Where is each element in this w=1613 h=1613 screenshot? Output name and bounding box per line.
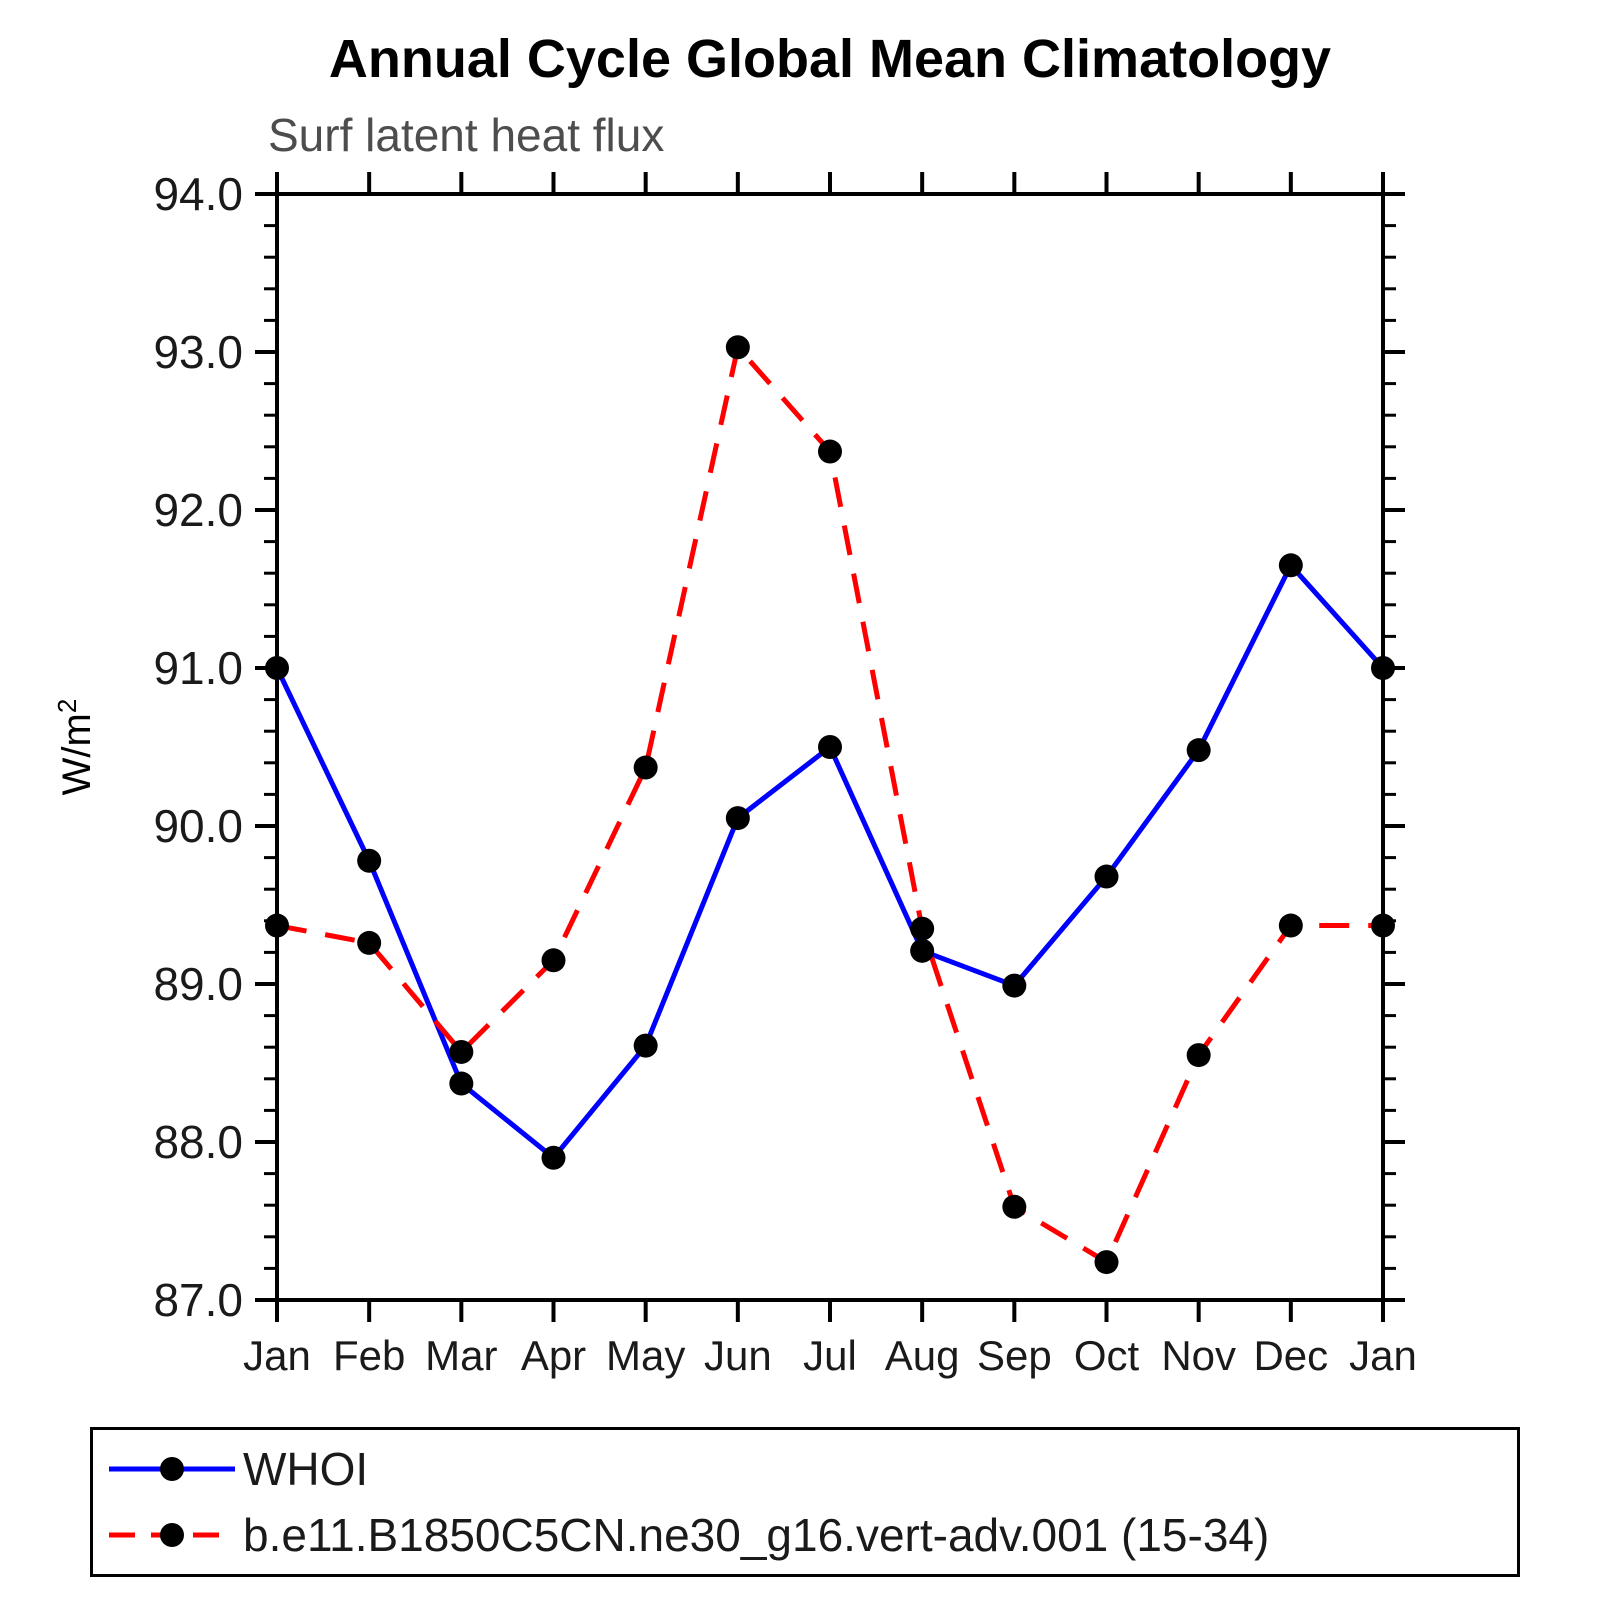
- x-tick-label: Oct: [1074, 1332, 1140, 1379]
- legend-swatch-solid-line: [109, 1457, 235, 1481]
- marker-model-apr-3: [541, 948, 566, 973]
- marker-whoi-jun-5: [725, 806, 750, 831]
- x-tick-label: Feb: [333, 1332, 405, 1379]
- marker-model-jul-6: [818, 439, 842, 464]
- x-tick-label: Jun: [704, 1332, 772, 1379]
- chart-title: Annual Cycle Global Mean Climatology: [328, 29, 1332, 89]
- marker-whoi-apr-3: [541, 1145, 566, 1170]
- y-tick-label: 87.0: [153, 1274, 243, 1326]
- legend: WHOI b.e11.B1850C5CN.ne30_g16.vert-adv.0…: [90, 1427, 1520, 1577]
- marker-model-may-4: [633, 755, 658, 780]
- marker-model-mar-2: [449, 1039, 474, 1064]
- marker-model-nov-10: [1186, 1043, 1211, 1068]
- y-tick-label: 90.0: [153, 800, 243, 852]
- marker-model-jan-0: [265, 913, 289, 938]
- series-line-model: [276, 344, 1383, 1265]
- y-tick-label: 94.0: [153, 168, 243, 220]
- x-tick-label: May: [606, 1332, 685, 1379]
- marker-whoi-jan-12: [1371, 656, 1395, 680]
- marker-model-aug-7: [910, 916, 935, 941]
- series-line-whoi: [274, 562, 1385, 1161]
- x-tick-label: Nov: [1161, 1332, 1236, 1379]
- legend-item-model: b.e11.B1850C5CN.ne30_g16.vert-adv.001 (1…: [105, 1509, 1517, 1561]
- marker-whoi-nov-10: [1186, 738, 1211, 763]
- marker-model-jan-12: [1371, 913, 1395, 938]
- marker-whoi-feb-1: [357, 848, 382, 873]
- marker-whoi-jan-0: [265, 656, 289, 680]
- legend-item-whoi: WHOI: [105, 1443, 1517, 1495]
- x-tick-label: Jan: [243, 1332, 311, 1379]
- marker-whoi-mar-2: [449, 1071, 474, 1096]
- y-tick-label: 89.0: [153, 958, 243, 1010]
- x-tick-label: Mar: [425, 1332, 497, 1379]
- x-tick-label: Sep: [977, 1332, 1052, 1379]
- marker-whoi-dec-11: [1278, 553, 1303, 578]
- legend-label-model: b.e11.B1850C5CN.ne30_g16.vert-adv.001 (1…: [243, 1509, 1270, 1561]
- marker-model-feb-1: [357, 930, 382, 955]
- marker-whoi-may-4: [633, 1033, 658, 1058]
- x-tick-label: Jan: [1349, 1332, 1417, 1379]
- y-tick-label: 93.0: [153, 326, 243, 378]
- marker-whoi-oct-9: [1094, 864, 1119, 889]
- x-tick-label: Aug: [885, 1332, 960, 1379]
- x-tick-label: Dec: [1253, 1332, 1328, 1379]
- marker-model-sep-8: [1002, 1194, 1027, 1219]
- marker-model-dec-11: [1278, 913, 1303, 938]
- legend-swatch-dashed-line: [109, 1523, 235, 1547]
- y-tick-label: 88.0: [153, 1116, 243, 1168]
- x-tick-label: Apr: [521, 1332, 586, 1379]
- chart-subtitle: Surf latent heat flux: [268, 109, 665, 161]
- legend-label-whoi: WHOI: [243, 1443, 369, 1495]
- marker-whoi-jul-6: [818, 735, 842, 759]
- y-tick-label: 92.0: [153, 484, 243, 536]
- y-tick-label: 91.0: [153, 642, 243, 694]
- marker-model-jun-5: [725, 335, 750, 360]
- marker-whoi-aug-7: [910, 938, 935, 963]
- marker-whoi-sep-8: [1002, 973, 1027, 998]
- x-tick-label: Jul: [803, 1332, 857, 1379]
- marker-model-oct-9: [1094, 1250, 1119, 1275]
